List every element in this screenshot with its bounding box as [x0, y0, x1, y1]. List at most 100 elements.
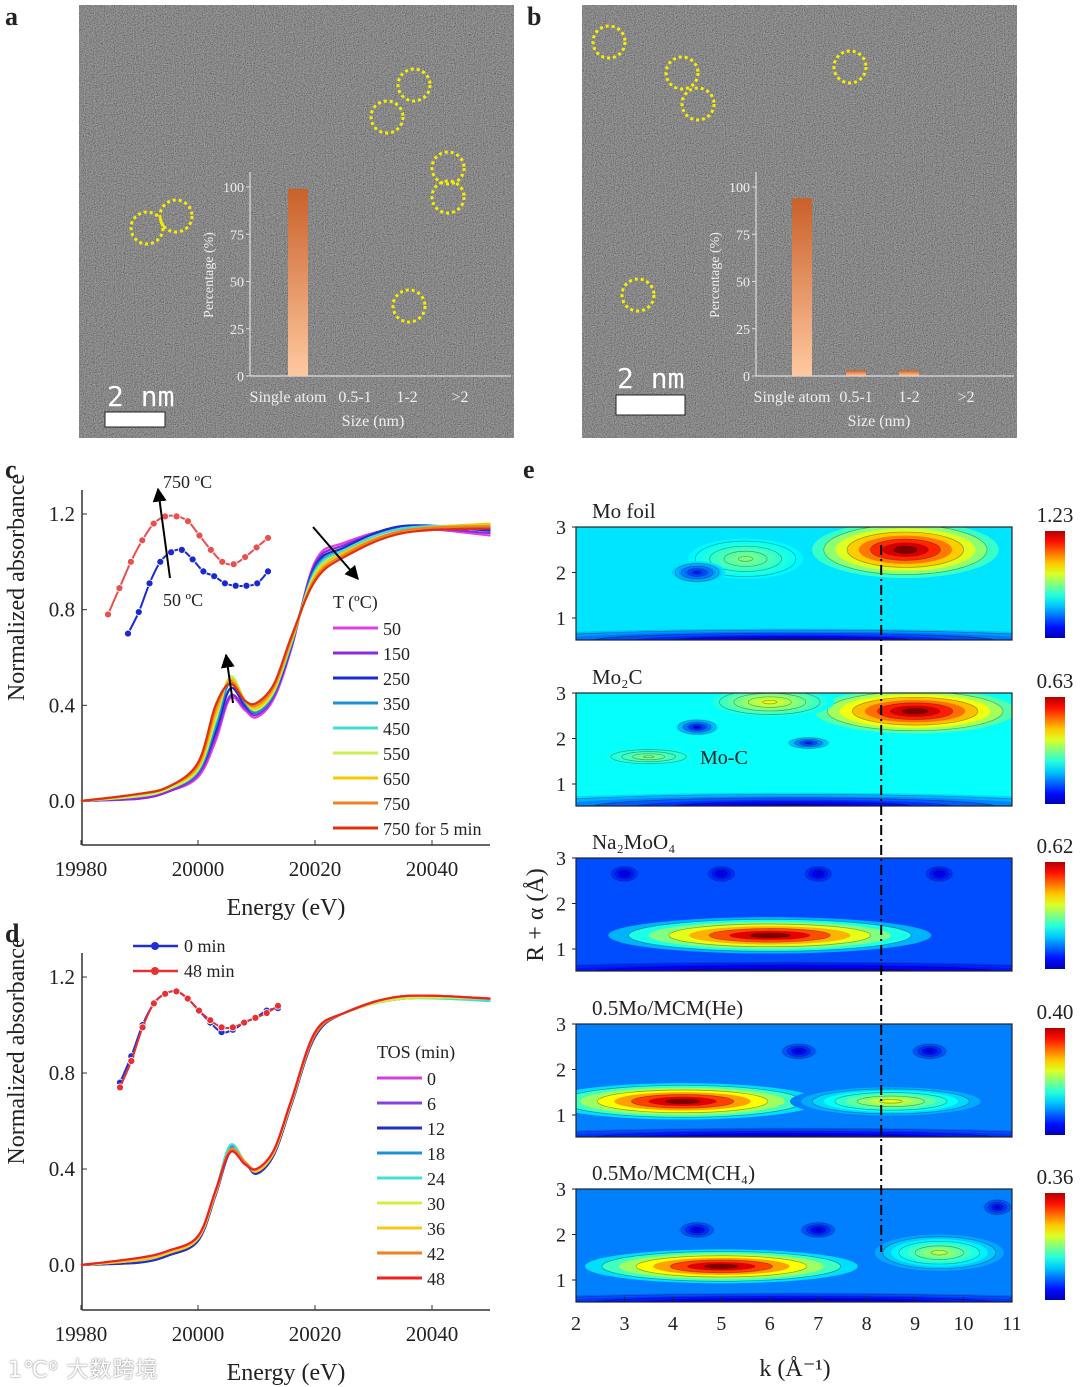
- legend-label: 750 for 5 min: [383, 819, 482, 839]
- y-tick-label: 2: [556, 1225, 566, 1247]
- legend-title: T (ºC): [333, 592, 378, 613]
- inset-marker: [149, 999, 158, 1008]
- heatmap-contour: [816, 872, 821, 876]
- inset-y-tick-label: 100: [729, 181, 750, 196]
- x-axis-label: k (Å⁻¹): [759, 1356, 830, 1382]
- single-atom-marker: [832, 49, 868, 85]
- single-atom-marker: [680, 86, 716, 122]
- inset-line: [119, 990, 279, 1083]
- x-tick-label: 20040: [406, 857, 459, 881]
- heatmap-contour: [665, 1098, 700, 1104]
- colorbar-max-label: 1.23: [1037, 503, 1074, 527]
- legend-label: 12: [427, 1119, 445, 1139]
- heatmap-contour: [673, 967, 915, 971]
- inset-marker: [115, 584, 124, 593]
- trend-arrow: [312, 526, 359, 581]
- wavelet-panel: 1 2 3 Mo foil 1.23: [556, 499, 1074, 641]
- x-axis-label: Energy (eV): [227, 1360, 346, 1386]
- panel-frame: [575, 692, 1013, 807]
- x-tick-label: 19980: [55, 857, 108, 881]
- x-tick-label: 6: [765, 1313, 775, 1335]
- y-tick-label: 1: [556, 608, 566, 630]
- legend-label: 750: [383, 794, 410, 814]
- wavelet-panel: 1 2 3 Mo₂C 0.63: [556, 665, 1073, 807]
- inset-bar: [792, 198, 812, 376]
- inset-marker: [274, 1001, 282, 1010]
- inset-marker: [206, 1016, 215, 1025]
- inset-marker: [264, 567, 272, 576]
- inset-y-tick-label: 75: [736, 228, 750, 243]
- legend-label: 50: [383, 619, 401, 639]
- y-axis-label: Normalized absorbance: [4, 474, 30, 701]
- single-atom-marker: [369, 99, 405, 135]
- y-tick-label: 0.4: [49, 1157, 76, 1181]
- single-atom-marker: [391, 288, 427, 324]
- x-tick-label: 2: [571, 1313, 581, 1335]
- inset-marker: [116, 1083, 124, 1092]
- inset-category-label: >2: [451, 389, 468, 406]
- x-tick-label: 9: [910, 1313, 920, 1335]
- heatmap-contour: [719, 872, 724, 876]
- heatmap-contour: [879, 1099, 903, 1104]
- panel-frame: [575, 526, 1013, 641]
- series-line-450: [80, 524, 491, 803]
- y-tick-label: 1: [556, 1105, 566, 1127]
- heatmap-contour: [937, 872, 942, 876]
- x-axis-label: Energy (eV): [227, 895, 346, 921]
- legend-label: 450: [383, 719, 410, 739]
- heatmap-contour: [995, 1205, 1000, 1209]
- inset-y-tick-label: 50: [736, 276, 750, 291]
- inset-marker: [172, 987, 181, 996]
- y-tick-label: 2: [556, 894, 566, 916]
- colorbar: [1045, 1193, 1065, 1300]
- panel-title: Mo foil: [592, 499, 656, 523]
- x-tick-label: 20020: [289, 1322, 342, 1346]
- legend-label: 36: [427, 1219, 445, 1239]
- panel-label-b: b: [527, 2, 541, 31]
- inset-marker: [221, 579, 229, 588]
- x-tick-label: 20040: [406, 1322, 459, 1346]
- inset-marker: [138, 1023, 147, 1032]
- inset-marker: [218, 557, 227, 566]
- inset-marker: [138, 536, 147, 545]
- panel-frame: [575, 1188, 1013, 1303]
- x-tick-label: 20000: [172, 857, 225, 881]
- legend-label: 18: [427, 1144, 445, 1164]
- inset-marker: [210, 572, 219, 581]
- y-axis-label: R + α (Å): [523, 868, 549, 961]
- y-axis-label: Normalized absorbance: [4, 937, 30, 1164]
- y-tick-label: 3: [556, 848, 566, 870]
- heatmap-contour: [902, 708, 929, 715]
- heatmap-contour: [693, 570, 701, 575]
- colorbar: [1045, 862, 1065, 969]
- legend-label: 650: [383, 769, 410, 789]
- trend-arrow: [152, 487, 171, 579]
- legend-label: 250: [383, 669, 410, 689]
- single-atom-marker: [129, 210, 165, 246]
- heatmap-contour: [762, 699, 778, 705]
- inset-y-tick-label: 50: [230, 276, 244, 291]
- x-tick-label: 7: [813, 1313, 823, 1335]
- single-atom-marker: [591, 24, 627, 60]
- heatmap-contour: [716, 1135, 872, 1137]
- scale-bar: [615, 394, 686, 416]
- heatmap: [576, 693, 1012, 806]
- inset-marker: [199, 567, 208, 576]
- colorbar: [1045, 697, 1065, 804]
- inset-marker: [195, 531, 204, 540]
- legend-label: 350: [383, 694, 410, 714]
- heatmap-contour: [805, 741, 812, 745]
- tem-image-b: 2 nm 100 75 50 25 0 Single atom 0.5-1 1-2 >2 Size …: [582, 5, 1017, 438]
- heatmap-contour: [796, 1049, 802, 1053]
- heatmap-contour: [738, 555, 754, 562]
- inset-category-label: 1-2: [898, 389, 919, 406]
- inset-category-label: >2: [957, 389, 974, 406]
- inset-category-label: Single atom: [250, 389, 327, 406]
- inset-legend-marker: [151, 942, 159, 950]
- inset-marker: [183, 994, 192, 1003]
- panel-frame: [575, 1023, 1013, 1138]
- series-line-750-for-5-min: [80, 527, 491, 803]
- inset-marker: [172, 512, 181, 521]
- inset-bar: [899, 370, 919, 376]
